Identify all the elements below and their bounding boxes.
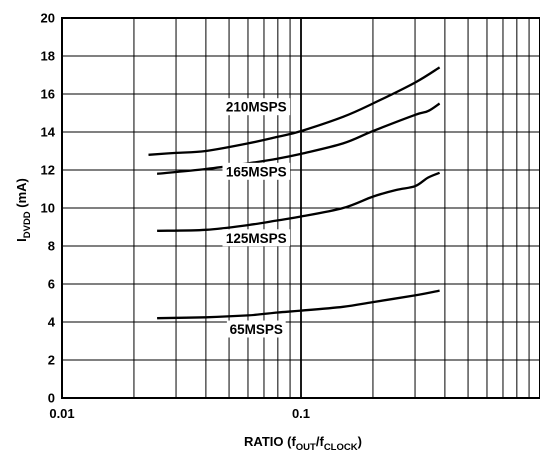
series-label: 210MSPS: [226, 100, 287, 115]
series-label: 65MSPS: [230, 322, 283, 337]
x-axis-title-sub1: OUT: [296, 442, 316, 453]
series-label-bg: [226, 320, 286, 338]
series-label: 165MSPS: [226, 164, 287, 179]
y-tick-label: 0: [48, 391, 55, 406]
y-tick-label: 10: [41, 201, 55, 216]
y-tick-label: 18: [41, 49, 55, 64]
x-axis-title-end: ): [358, 434, 362, 449]
series-line: [156, 102, 441, 175]
series-label-bg: [222, 98, 291, 116]
x-tick-label: 0.1: [292, 406, 310, 421]
y-tick-label: 6: [48, 277, 55, 292]
y-axis-title-sub: DVDD: [22, 211, 33, 238]
x-axis-title-sub2: CLOCK: [324, 442, 358, 453]
y-axis-title: IDVDD (mA): [14, 178, 33, 242]
y-axis-title-main: I: [14, 238, 29, 242]
y-tick-label: 20: [41, 11, 55, 26]
grid-lines: [62, 17, 540, 399]
x-axis-title-mid: /f: [316, 434, 325, 449]
y-tick-label: 14: [41, 125, 56, 140]
y-tick-label: 4: [48, 315, 56, 330]
series-line: [157, 289, 440, 320]
series-labels: 210MSPS 165MSPS 125MSPS 65MSPS: [222, 98, 291, 338]
y-tick-labels: 0 2 4 6 8 10 12 14 16 18 20: [41, 11, 56, 406]
x-axis-title-main: RATIO (f: [244, 434, 296, 449]
y-tick-label: 12: [41, 163, 55, 178]
y-tick-label: 2: [48, 353, 55, 368]
series-label-bg: [222, 229, 291, 247]
series-label: 125MSPS: [226, 231, 287, 246]
x-tick-labels: 0.01 0.1: [49, 406, 310, 421]
plot-frame: [61, 17, 540, 399]
series-lines: [148, 66, 441, 320]
series-line: [148, 66, 441, 156]
y-axis-title-end: (mA): [14, 178, 29, 211]
x-axis-title: RATIO (fOUT/fCLOCK): [244, 434, 362, 453]
y-tick-label: 8: [48, 239, 55, 254]
series-line: [157, 171, 441, 232]
series-label-bg: [222, 162, 291, 180]
y-tick-label: 16: [41, 87, 55, 102]
x-tick-label: 0.01: [49, 406, 74, 421]
